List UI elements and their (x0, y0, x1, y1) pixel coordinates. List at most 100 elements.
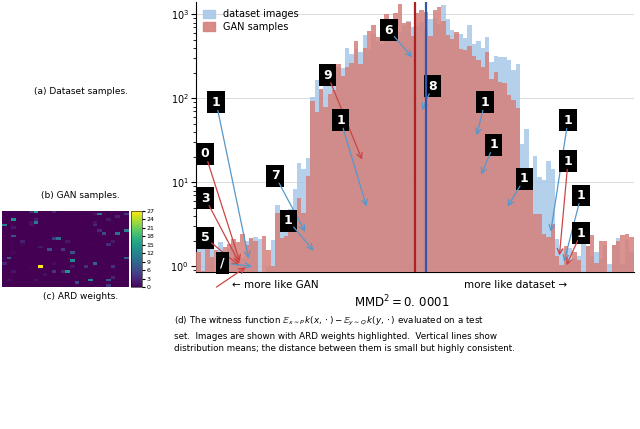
Bar (625, 240, 629, 429)
Bar (258, 239, 262, 429)
Text: 2: 2 (11, 70, 19, 80)
Bar (542, 180, 546, 429)
Bar (323, 76, 328, 429)
Text: 9: 9 (88, 154, 96, 163)
Bar (559, 249, 564, 429)
Text: 5: 5 (11, 28, 19, 38)
Bar (476, 41, 481, 429)
Bar (249, 238, 253, 429)
Text: (b) GAN samples.: (b) GAN samples. (41, 191, 120, 200)
Bar (288, 229, 292, 429)
Bar (520, 185, 524, 429)
Text: 1: 1 (490, 139, 498, 151)
Bar (511, 100, 516, 429)
Bar (236, 262, 240, 429)
Text: 5: 5 (88, 8, 96, 18)
Bar (284, 212, 288, 429)
Text: 0: 0 (37, 112, 44, 122)
Text: 1: 1 (337, 114, 345, 127)
Bar (507, 95, 511, 429)
Bar (393, 32, 397, 429)
Bar (415, 13, 419, 429)
Bar (306, 176, 310, 429)
Bar (481, 67, 485, 429)
Text: 5: 5 (88, 112, 96, 122)
Bar (244, 245, 249, 429)
Bar (266, 250, 271, 429)
Text: 3: 3 (11, 112, 19, 122)
Bar (214, 250, 218, 429)
Bar (490, 79, 493, 429)
Text: 9: 9 (323, 69, 332, 82)
Bar (485, 52, 490, 429)
Text: MMD$^2 = 0.\,0001$: MMD$^2 = 0.\,0001$ (354, 294, 450, 311)
Text: 3: 3 (201, 192, 209, 205)
Bar (397, 32, 402, 429)
Text: 4: 4 (114, 154, 122, 163)
Bar (323, 107, 328, 429)
Bar (349, 54, 354, 429)
Bar (424, 30, 428, 429)
Text: 7: 7 (63, 112, 70, 122)
Text: 8: 8 (428, 80, 437, 93)
Bar (621, 264, 625, 429)
Bar (433, 18, 437, 429)
Bar (524, 129, 529, 429)
Bar (445, 19, 450, 429)
Bar (223, 253, 227, 429)
Bar (411, 27, 415, 429)
Bar (358, 64, 363, 429)
Bar (459, 49, 463, 429)
Text: 5: 5 (140, 154, 148, 163)
Bar (502, 57, 507, 429)
Bar (275, 213, 280, 429)
Bar (577, 256, 581, 429)
Text: 5: 5 (88, 133, 96, 142)
Bar (441, 21, 445, 429)
Text: 1: 1 (577, 189, 586, 202)
Text: 3: 3 (37, 133, 44, 142)
Bar (533, 214, 538, 429)
Bar (201, 271, 205, 429)
Bar (340, 76, 345, 429)
Bar (406, 22, 411, 429)
Text: 0: 0 (88, 70, 96, 80)
Bar (603, 245, 607, 429)
Bar (572, 252, 577, 429)
Text: 0: 0 (88, 49, 96, 59)
Bar (415, 26, 419, 429)
Bar (538, 177, 542, 429)
Bar (411, 36, 415, 429)
Bar (218, 257, 223, 429)
Text: 3: 3 (0, 428, 1, 429)
Legend: dataset images, GAN samples: dataset images, GAN samples (202, 7, 300, 34)
Bar (389, 39, 393, 429)
Bar (236, 242, 240, 429)
Text: 7: 7 (114, 70, 122, 80)
Bar (428, 36, 433, 429)
Bar (345, 48, 349, 429)
Bar (385, 14, 389, 429)
Bar (629, 237, 634, 429)
Bar (502, 83, 507, 429)
Bar (546, 236, 550, 429)
Text: 7: 7 (114, 133, 122, 142)
Bar (258, 272, 262, 429)
Bar (476, 60, 481, 429)
Text: 8: 8 (36, 8, 45, 18)
Text: 5: 5 (11, 154, 19, 163)
Bar (454, 33, 459, 429)
Bar (314, 112, 319, 429)
Bar (538, 214, 542, 429)
Bar (376, 41, 380, 429)
Text: 0: 0 (201, 147, 209, 160)
Text: ← more like GAN: ← more like GAN (232, 280, 319, 290)
Bar (214, 272, 218, 429)
Bar (419, 22, 424, 429)
Bar (568, 263, 572, 429)
Text: 4: 4 (63, 154, 70, 163)
Bar (328, 94, 332, 429)
Text: 5: 5 (140, 8, 148, 18)
Bar (314, 80, 319, 429)
Text: 4: 4 (114, 28, 122, 38)
